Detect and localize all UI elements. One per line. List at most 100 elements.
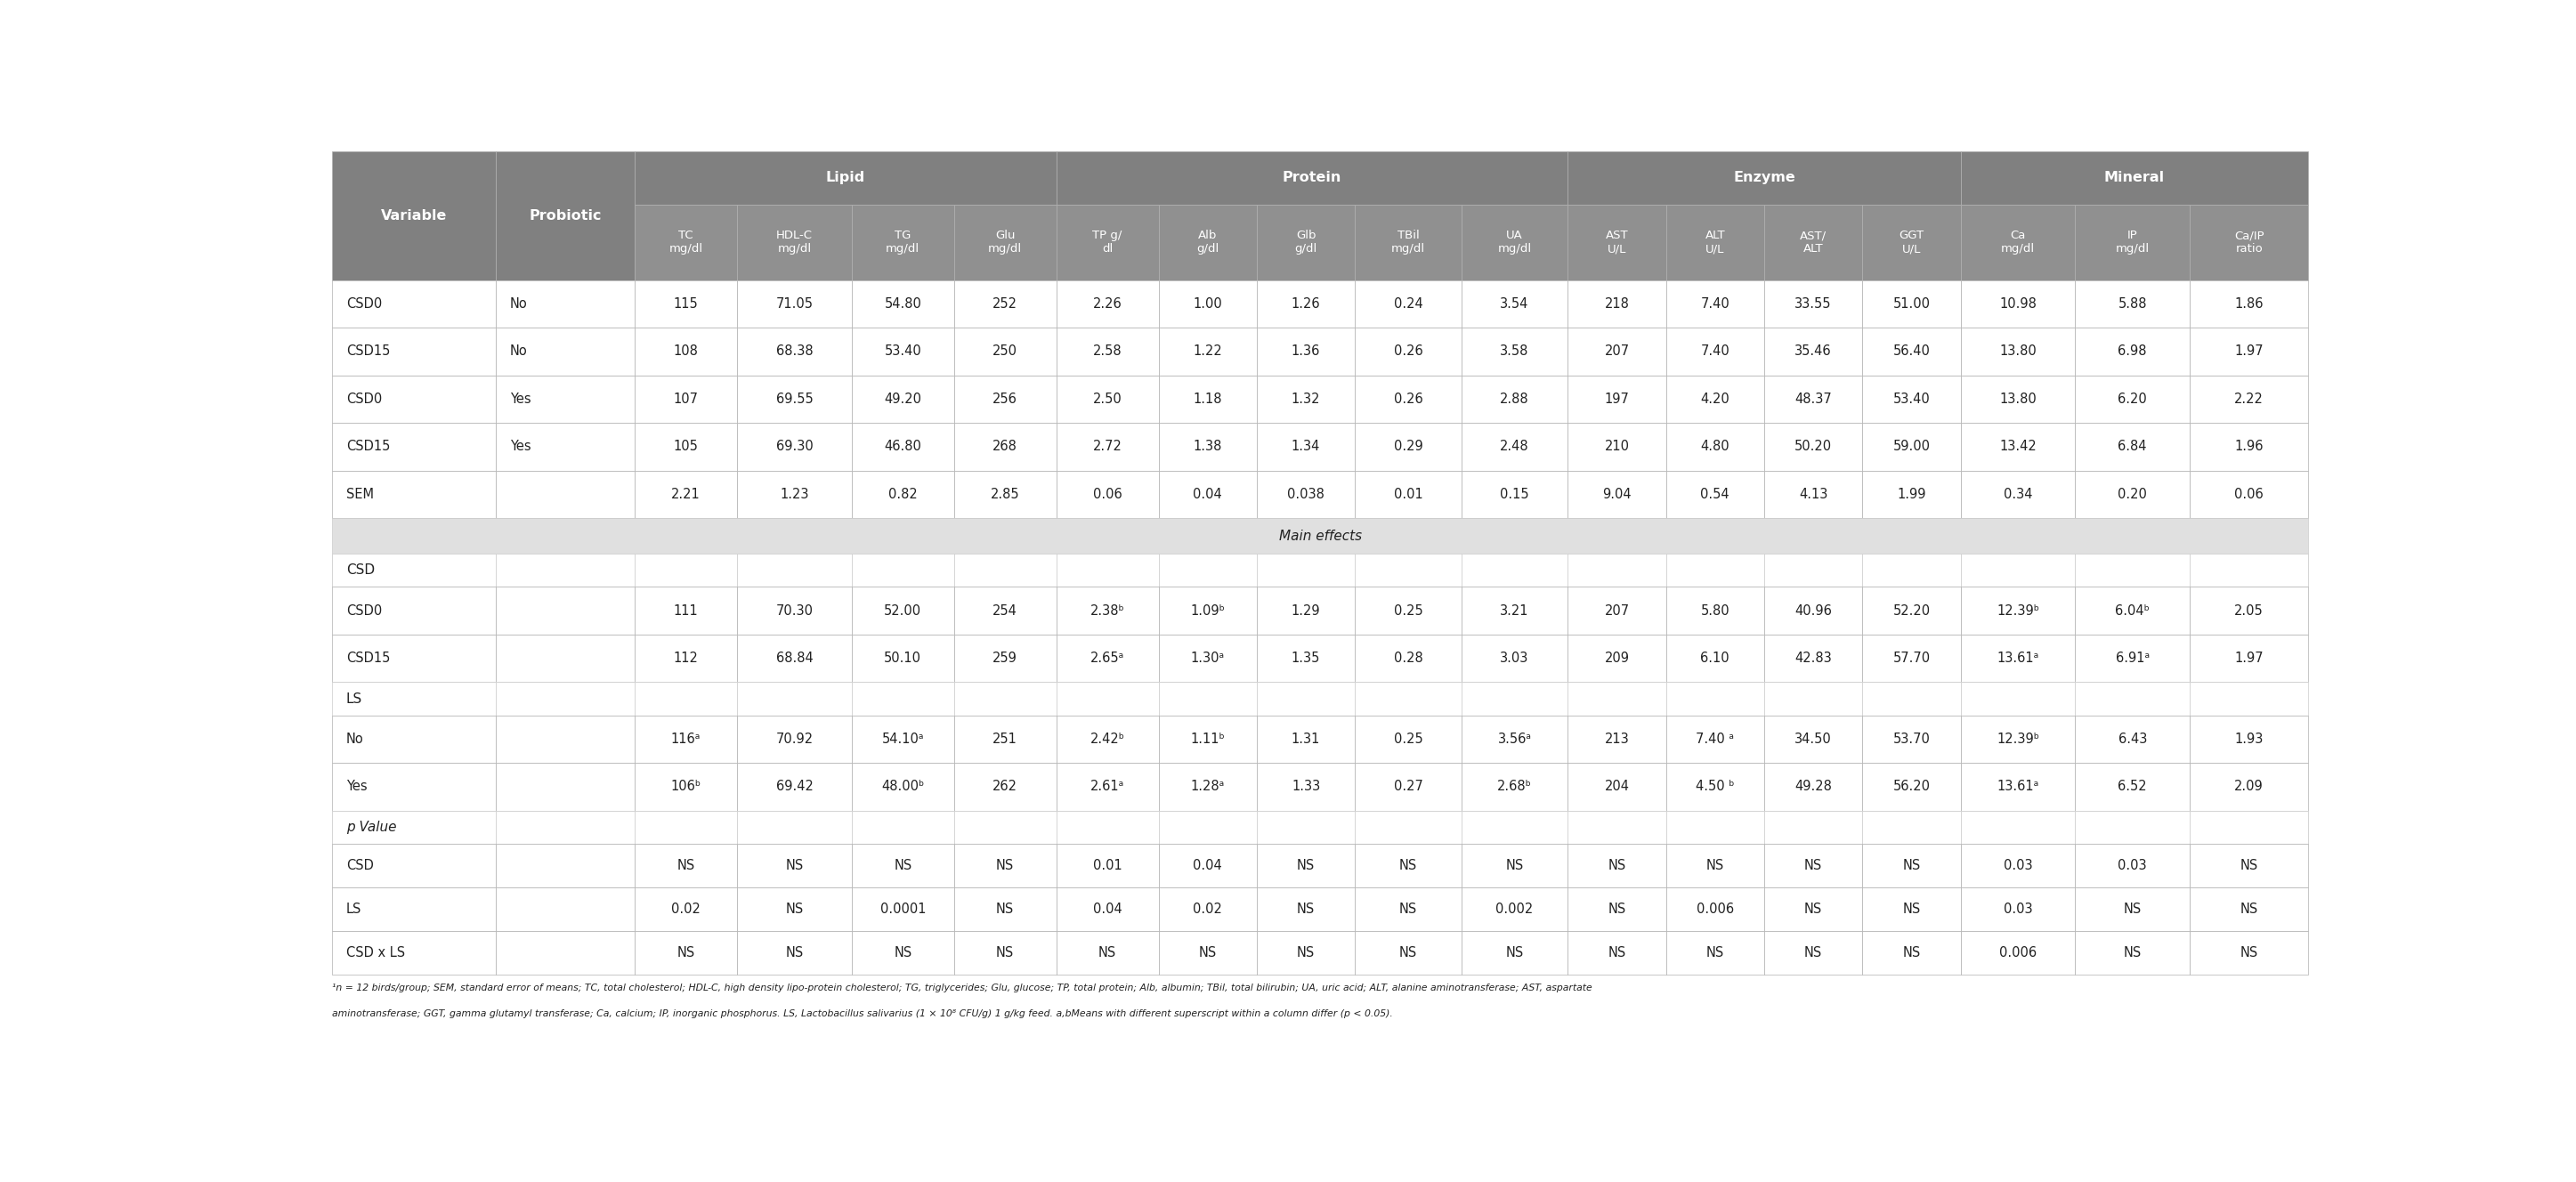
Text: 13.80: 13.80 [1999, 345, 2038, 358]
Bar [1960, 587, 2076, 635]
Bar [1960, 888, 2076, 931]
Bar [853, 715, 953, 762]
Text: CSD15: CSD15 [345, 345, 389, 358]
Text: NS: NS [2123, 946, 2141, 960]
Text: 6.52: 6.52 [2117, 780, 2146, 793]
Bar [1765, 423, 1862, 470]
Bar [495, 811, 634, 844]
Bar [1960, 423, 2076, 470]
Text: 204: 204 [1605, 780, 1631, 793]
Bar [332, 762, 495, 811]
Bar [634, 635, 737, 682]
Bar [1257, 682, 1355, 715]
Bar [2076, 280, 2190, 327]
Bar [953, 888, 1056, 931]
Bar [737, 376, 853, 423]
Bar [1765, 888, 1862, 931]
Bar [332, 423, 495, 470]
Text: Probiotic: Probiotic [528, 209, 603, 222]
Bar [1667, 888, 1765, 931]
Text: UA
mg/dl: UA mg/dl [1497, 230, 1533, 255]
Text: No: No [510, 345, 528, 358]
Bar [332, 376, 495, 423]
Bar [1667, 635, 1765, 682]
Bar [634, 151, 1056, 204]
Text: Protein: Protein [1283, 171, 1342, 184]
Text: 2.09: 2.09 [2233, 780, 2264, 793]
Text: 0.20: 0.20 [2117, 487, 2146, 501]
Bar [2190, 280, 2308, 327]
Bar [1355, 888, 1461, 931]
Bar [495, 151, 634, 280]
Text: Yes: Yes [510, 392, 531, 405]
Bar [853, 635, 953, 682]
Bar [1056, 280, 1159, 327]
Text: GGT
U/L: GGT U/L [1899, 230, 1924, 255]
Text: 1.22: 1.22 [1193, 345, 1221, 358]
Bar [1355, 423, 1461, 470]
Bar [1862, 635, 1960, 682]
Bar [1355, 682, 1461, 715]
Text: 207: 207 [1605, 345, 1631, 358]
Bar [1960, 931, 2076, 975]
Bar [1355, 715, 1461, 762]
Text: NS: NS [1296, 946, 1314, 960]
Text: CSD15: CSD15 [345, 651, 389, 665]
Text: NS: NS [997, 859, 1015, 872]
Bar [1257, 204, 1355, 280]
Bar [1667, 931, 1765, 975]
Text: 213: 213 [1605, 733, 1628, 746]
Text: 0.03: 0.03 [2117, 859, 2146, 872]
Bar [1960, 715, 2076, 762]
Bar [1667, 423, 1765, 470]
Bar [1159, 423, 1257, 470]
Bar [1159, 715, 1257, 762]
Text: Glu
mg/dl: Glu mg/dl [989, 230, 1023, 255]
Bar [1355, 762, 1461, 811]
Bar [1159, 376, 1257, 423]
Bar [1461, 587, 1569, 635]
Text: 1.23: 1.23 [781, 487, 809, 501]
Text: NS: NS [2241, 903, 2259, 916]
Bar [2190, 811, 2308, 844]
Text: CSD x LS: CSD x LS [345, 946, 404, 960]
Text: 0.34: 0.34 [2004, 487, 2032, 501]
Text: NS: NS [1607, 946, 1625, 960]
Text: 108: 108 [672, 345, 698, 358]
Text: CSD0: CSD0 [345, 604, 381, 617]
Text: 6.84: 6.84 [2117, 440, 2146, 454]
Text: Enzyme: Enzyme [1734, 171, 1795, 184]
Bar [1461, 715, 1569, 762]
Text: 0.04: 0.04 [1193, 859, 1221, 872]
Bar [1355, 553, 1461, 587]
Bar [1569, 635, 1667, 682]
Text: 218: 218 [1605, 297, 1628, 311]
Bar [332, 682, 495, 715]
Text: 2.26: 2.26 [1092, 297, 1123, 311]
Text: 42.83: 42.83 [1795, 651, 1832, 665]
Text: 6.10: 6.10 [1700, 651, 1728, 665]
Bar [1667, 470, 1765, 518]
Bar [495, 715, 634, 762]
Bar [737, 204, 853, 280]
Bar [1056, 682, 1159, 715]
Bar [1056, 470, 1159, 518]
Bar [1257, 811, 1355, 844]
Bar [1056, 553, 1159, 587]
Bar [332, 844, 495, 888]
Bar [1765, 931, 1862, 975]
Text: ¹n = 12 birds/group; SEM, standard error of means; TC, total cholesterol; HDL-C,: ¹n = 12 birds/group; SEM, standard error… [332, 983, 1592, 993]
Bar [1355, 204, 1461, 280]
Bar [2190, 204, 2308, 280]
Bar [1862, 280, 1960, 327]
Bar [634, 553, 737, 587]
Bar [953, 327, 1056, 376]
Bar [1569, 888, 1667, 931]
Bar [1257, 715, 1355, 762]
Bar [737, 888, 853, 931]
Text: 2.48: 2.48 [1499, 440, 1530, 454]
Bar [737, 931, 853, 975]
Text: 34.50: 34.50 [1795, 733, 1832, 746]
Text: 0.04: 0.04 [1092, 903, 1123, 916]
Text: 52.20: 52.20 [1893, 604, 1929, 617]
